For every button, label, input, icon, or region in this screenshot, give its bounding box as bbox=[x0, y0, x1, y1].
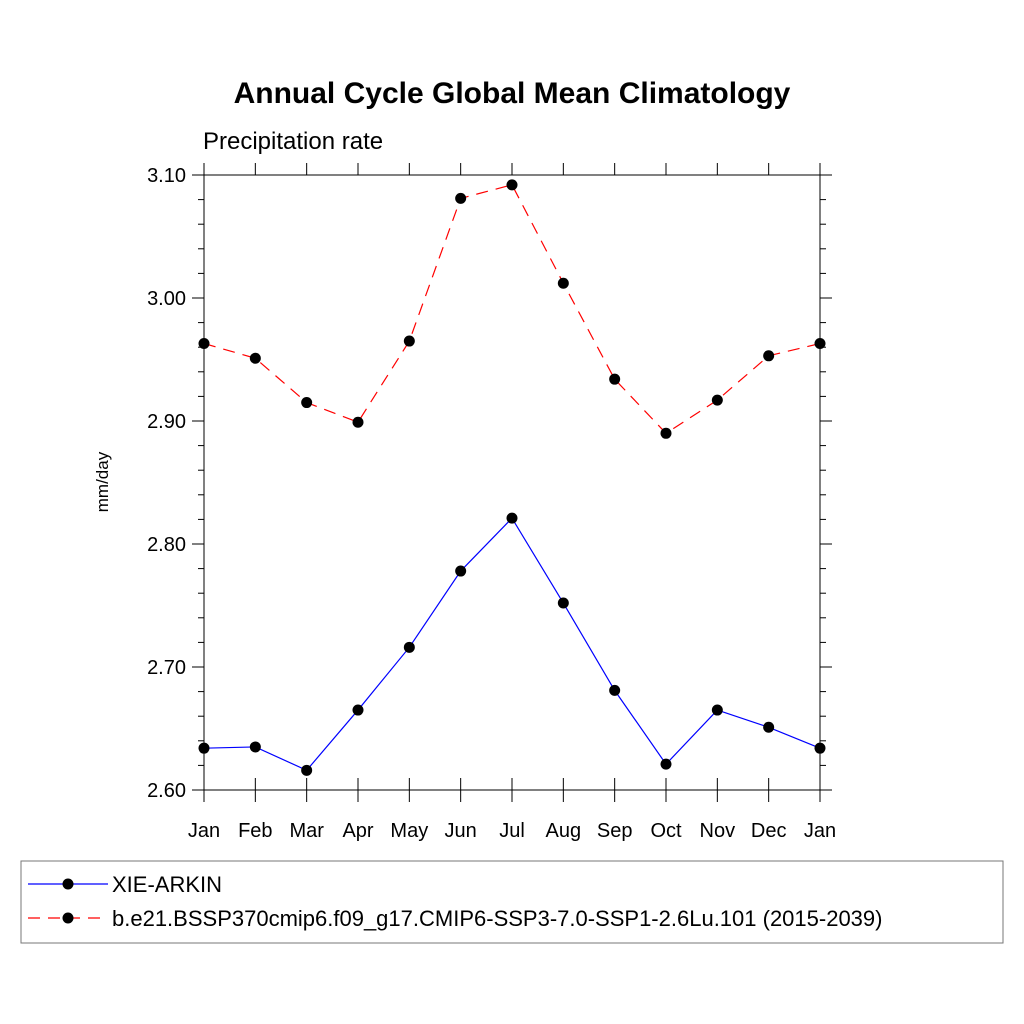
data-point bbox=[711, 704, 723, 716]
legend-marker bbox=[62, 878, 74, 890]
chart-subtitle: Precipitation rate bbox=[203, 128, 383, 155]
data-point bbox=[198, 742, 210, 754]
data-point bbox=[403, 335, 415, 347]
x-tick-label: Jan bbox=[188, 820, 220, 842]
legend-label-1: b.e21.BSSP370cmip6.f09_g17.CMIP6-SSP3-7.… bbox=[112, 906, 882, 931]
x-tick-label: Mar bbox=[289, 820, 324, 842]
data-point bbox=[506, 179, 518, 191]
data-point bbox=[763, 350, 775, 362]
y-tick-label: 2.70 bbox=[147, 657, 186, 679]
x-tick-label: Dec bbox=[751, 820, 787, 842]
y-tick-label: 2.90 bbox=[147, 411, 186, 433]
x-tick-label: Oct bbox=[650, 820, 682, 842]
data-point bbox=[198, 338, 210, 350]
legend-items: XIE-ARKIN b.e21.BSSP370cmip6.f09_g17.CMIP… bbox=[28, 872, 882, 931]
x-tick-label: Nov bbox=[700, 820, 736, 842]
data-point bbox=[557, 597, 569, 609]
ticks-layer: Jan Feb Mar Apr May Jun Jul Aug Sep Oct Nov Dec Jan2… bbox=[147, 163, 836, 842]
x-tick-label: Sep bbox=[597, 820, 633, 842]
data-point bbox=[352, 704, 364, 716]
chart-title: Annual Cycle Global Mean Climatology bbox=[234, 77, 791, 110]
data-point bbox=[249, 352, 261, 364]
data-point bbox=[609, 684, 621, 696]
y-tick-label: 2.60 bbox=[147, 780, 186, 802]
series-line-0 bbox=[203, 517, 821, 772]
legend: XIE-ARKIN b.e21.BSSP370cmip6.f09_g17.CMIP… bbox=[20, 860, 1004, 944]
x-tick-label: Jul bbox=[499, 820, 525, 842]
y-tick-label: 3.10 bbox=[147, 165, 186, 187]
data-point bbox=[403, 641, 415, 653]
series-layer bbox=[198, 179, 826, 776]
x-tick-label: Feb bbox=[238, 820, 272, 842]
x-tick-label: May bbox=[390, 820, 428, 842]
data-point bbox=[301, 397, 313, 409]
x-tick-label: Jan bbox=[804, 820, 836, 842]
data-point bbox=[352, 416, 364, 428]
data-point bbox=[660, 758, 672, 770]
data-point bbox=[660, 427, 672, 439]
data-point bbox=[814, 742, 826, 754]
data-point bbox=[763, 721, 775, 733]
legend-marker bbox=[62, 912, 74, 924]
data-point bbox=[609, 373, 621, 385]
data-point bbox=[711, 394, 723, 406]
legend-label-0: XIE-ARKIN bbox=[112, 872, 222, 897]
data-point bbox=[814, 338, 826, 350]
x-tick-label: Jun bbox=[445, 820, 477, 842]
data-point bbox=[455, 565, 467, 577]
data-point bbox=[557, 277, 569, 289]
x-tick-label: Apr bbox=[342, 820, 373, 842]
data-point bbox=[249, 741, 261, 753]
data-point bbox=[301, 764, 313, 776]
data-point bbox=[506, 512, 518, 524]
y-tick-label: 2.80 bbox=[147, 534, 186, 556]
y-axis-label: mm/day bbox=[93, 451, 112, 512]
data-point bbox=[455, 192, 467, 204]
y-tick-label: 3.00 bbox=[147, 288, 186, 310]
plot-frame bbox=[203, 174, 821, 791]
series-line-1 bbox=[203, 184, 821, 435]
x-tick-label: Aug bbox=[546, 820, 582, 842]
legend-box bbox=[20, 860, 1004, 944]
